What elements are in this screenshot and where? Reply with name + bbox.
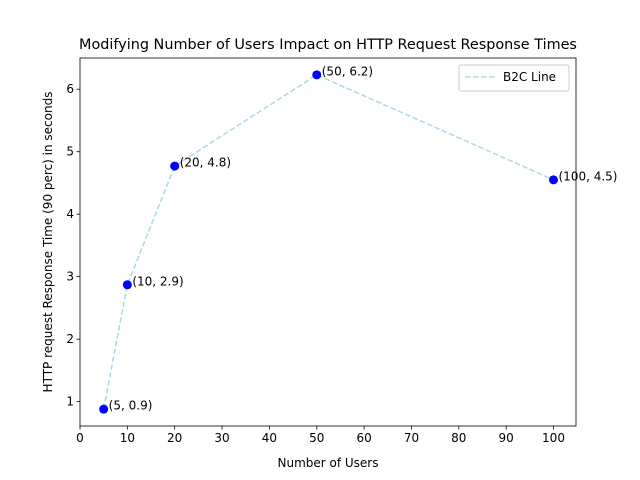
legend-label: B2C Line (503, 70, 556, 84)
data-label: (10, 2.9) (132, 274, 183, 288)
y-tick-label: 5 (66, 145, 74, 159)
data-point (312, 70, 322, 80)
x-tick-label: 10 (120, 431, 135, 445)
x-tick-label: 90 (499, 431, 514, 445)
x-tick-label: 20 (167, 431, 182, 445)
data-label: (5, 0.9) (109, 399, 153, 413)
x-tick-label: 70 (404, 431, 419, 445)
x-tick-label: 40 (262, 431, 277, 445)
axes-frame (79, 57, 577, 427)
y-tick-label: 3 (66, 270, 74, 284)
x-axis-label: Number of Users (277, 456, 378, 470)
data-label: (100, 4.5) (559, 169, 618, 183)
y-tick-label: 2 (66, 332, 74, 346)
x-tick-label: 60 (356, 431, 371, 445)
legend-box (458, 64, 570, 92)
data-point (99, 404, 109, 414)
y-tick-label: 4 (66, 207, 74, 221)
x-tick-label: 100 (542, 431, 565, 445)
legend: B2C Line (458, 64, 570, 92)
chart-title: Modifying Number of Users Impact on HTTP… (79, 37, 577, 53)
data-point (170, 161, 180, 171)
y-tick-label: 1 (66, 395, 74, 409)
data-label: (50, 6.2) (322, 64, 373, 78)
y-axis-label: HTTP request Response Time (90 perc) in … (41, 92, 55, 393)
x-tick-label: 30 (214, 431, 229, 445)
x-tick-label: 50 (309, 431, 324, 445)
plot-area: 0 10 20 30 40 50 60 70 80 90 100 1 2 3 4 5 6 (5, 0.9) (10,… (66, 64, 617, 445)
y-tick-label: 6 (66, 82, 74, 96)
x-tick-label: 80 (451, 431, 466, 445)
data-label: (20, 4.8) (180, 156, 231, 170)
series-line (102, 74, 554, 410)
x-tick-label: 0 (76, 431, 84, 445)
data-point (122, 280, 132, 290)
data-point (549, 175, 559, 185)
